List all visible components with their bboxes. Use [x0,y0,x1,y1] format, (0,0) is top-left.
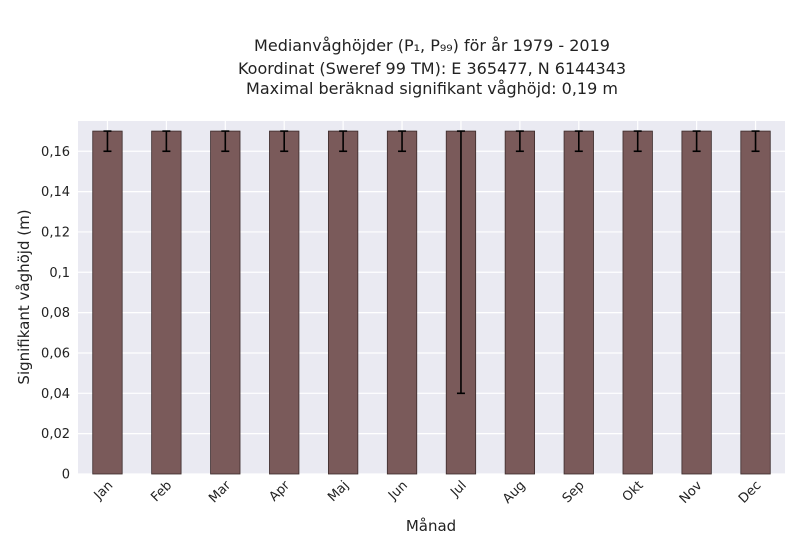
error-bar-apr [280,130,289,153]
bar-mar [210,130,241,475]
x-tick-label: Feb [148,478,175,505]
y-tick-label: 0,14 [41,185,70,200]
error-bars [103,130,760,395]
bar-sep [563,130,594,475]
x-tick-label: Dec [736,478,764,506]
error-bar-aug [515,130,524,153]
x-tick-label: Jun [385,478,411,504]
title-line-3: Maximal beräknad signifikant våghöjd: 0,… [246,79,618,98]
x-tick-label: Aug [500,478,529,507]
y-tick-label: 0,1 [49,266,70,281]
y-axis-ticks: 0 0,02 0,04 0,06 0,08 0,1 0,12 0,14 0,16 [41,145,70,483]
x-tick-label: Sep [560,478,588,506]
error-bar-jan [103,130,112,153]
error-bar-jun [398,130,407,153]
bar-jun [386,130,418,475]
error-bar-dec [751,130,760,153]
x-axis-label: Månad [406,517,456,535]
x-tick-label: Jan [91,478,116,503]
x-axis-ticks: Jan Feb Mar Apr Maj Jun Jul Aug Sep Okt Nov Dec [91,478,765,507]
error-bar-maj [339,130,348,153]
bar-dec [740,130,771,475]
bar-jan [92,130,123,475]
chart-title: Medianvåghöjder (P₁, P₉₉) för år 1979 - … [238,36,626,98]
x-tick-label: Jul [447,478,469,500]
y-tick-label: 0 [62,468,70,483]
error-bar-okt [633,130,642,153]
bar-nov [681,130,712,475]
bar-feb [151,130,182,475]
y-tick-label: 0,02 [41,427,70,442]
y-tick-label: 0,06 [41,346,70,361]
bars [92,130,771,475]
x-tick-label: Mar [206,478,234,506]
y-tick-label: 0,08 [41,306,70,321]
y-tick-label: 0,04 [41,387,70,402]
bar-okt [622,130,653,475]
bar-maj [327,130,359,475]
x-tick-label: Nov [677,478,706,507]
x-tick-label: Okt [620,478,647,505]
error-bar-nov [692,130,701,153]
plot-area [78,121,785,474]
error-bar-jul [456,130,465,395]
x-tick-label: Apr [267,478,294,505]
error-bar-feb [162,130,171,153]
bar-aug [504,130,536,475]
title-line-2: Koordinat (Sweref 99 TM): E 365477, N 61… [238,59,626,78]
x-tick-label: Maj [325,478,352,505]
title-line-1: Medianvåghöjder (P₁, P₉₉) för år 1979 - … [254,36,610,55]
error-bar-sep [574,130,583,153]
bar-apr [269,130,300,475]
y-tick-label: 0,16 [41,145,70,160]
y-tick-label: 0,12 [41,225,70,240]
error-bar-mar [221,130,230,153]
y-axis-label: Signifikant våghöjd (m) [15,209,33,384]
